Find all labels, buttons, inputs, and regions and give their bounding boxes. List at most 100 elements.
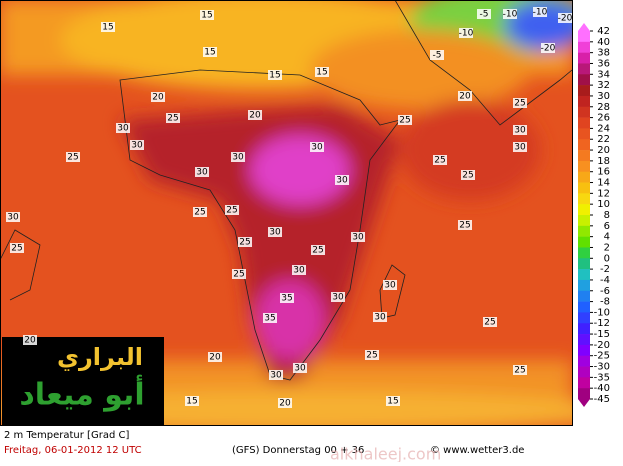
colorbar-tick-label: 32 [597, 80, 610, 91]
footer-source: © www.wetter3.de [430, 445, 524, 456]
colorbar-swatch [578, 171, 590, 183]
colorbar-swatch [578, 182, 590, 194]
contour-label: 30 [374, 313, 386, 323]
label-box [386, 396, 400, 406]
colorbar-swatch [578, 31, 590, 43]
contour-label: 15 [201, 11, 212, 21]
colorbar-swatch [578, 106, 590, 118]
colorbar-swatch [578, 204, 590, 216]
contour-label: 30 [352, 233, 364, 243]
contour-label: 25 [11, 244, 22, 254]
colorbar-tick-label: -30 [594, 362, 610, 373]
label-box [200, 10, 214, 20]
colorbar-tick-label: 34 [597, 69, 610, 80]
colorbar-tick-label: 40 [597, 37, 610, 48]
contour-label: 15 [102, 23, 113, 33]
label-box [398, 115, 412, 125]
label-box [280, 293, 294, 303]
colorbar-tick-label: 0 [604, 253, 610, 264]
label-box [292, 265, 306, 275]
label-box [513, 365, 527, 375]
label-box [533, 7, 547, 17]
colorbar-swatch [578, 377, 590, 389]
label-box [503, 9, 517, 19]
colorbar: 424038363432302826242220181614121086420-… [578, 23, 610, 407]
colorbar-tick-label: -35 [594, 372, 610, 383]
label-box [558, 13, 572, 23]
colorbar-swatch [578, 366, 590, 378]
label-box [458, 91, 472, 101]
colorbar-swatch [578, 312, 590, 324]
label-box [477, 9, 491, 19]
label-box [310, 142, 324, 152]
label-box [513, 142, 527, 152]
colorbar-swatch [578, 160, 590, 173]
colorbar-tick-label: -6 [600, 286, 610, 297]
label-box [268, 70, 282, 80]
label-box [269, 370, 283, 380]
label-box [238, 237, 252, 247]
colorbar-swatch [578, 128, 590, 140]
colorbar-swatch [578, 41, 590, 53]
colorbar-tick-label: 2 [604, 242, 610, 253]
contour-label: 25 [233, 270, 244, 280]
label-box [10, 243, 24, 253]
label-box [331, 292, 345, 302]
contour-label: 15 [387, 397, 398, 407]
contour-label: 15 [186, 397, 197, 407]
colorbar-swatch [578, 95, 590, 108]
contour-label: 25 [366, 351, 377, 361]
colorbar-swatch [578, 85, 590, 97]
label-box [315, 67, 329, 77]
contour-label: 30 [196, 168, 208, 178]
label-box [383, 280, 397, 290]
contour-label: 35 [264, 314, 275, 324]
contour-label: 25 [462, 171, 473, 181]
contour-label: 30 [336, 176, 348, 186]
colorbar-swatch [578, 52, 590, 64]
label-box [195, 167, 209, 177]
contour-label: -10 [459, 29, 474, 39]
colorbar-swatch [578, 63, 590, 75]
label-box [541, 43, 555, 53]
contour-label: 15 [269, 71, 280, 81]
colorbar-swatch [578, 247, 590, 259]
colorbar-swatch [578, 323, 590, 335]
contour-label: 15 [204, 48, 215, 58]
contour-label: 20 [279, 399, 291, 409]
colorbar-swatch [578, 269, 590, 281]
colorbar-swatch [578, 355, 590, 367]
contour-label: -5 [433, 51, 442, 61]
contour-label: 30 [269, 228, 281, 238]
contour-label: -10 [533, 8, 548, 18]
colorbar-tick-label: 38 [597, 48, 610, 59]
colorbar-arrow-top [578, 23, 590, 31]
label-box [459, 28, 473, 38]
label-box [268, 227, 282, 237]
contour-label: 20 [209, 353, 221, 363]
contour-label: 30 [514, 126, 526, 136]
label-box [278, 398, 292, 408]
logo-line1: البراري [57, 343, 143, 371]
colorbar-tick-label: -4 [600, 275, 610, 286]
footer-variable: 2 m Temperatur [Grad C] [4, 430, 129, 441]
label-box [6, 212, 20, 222]
contour-label: 30 [384, 281, 396, 291]
label-box [101, 22, 115, 32]
contour-label: 25 [514, 99, 525, 109]
contour-label: -5 [480, 10, 489, 20]
logo-line2: أبو ميعاد [19, 375, 144, 413]
label-box [513, 98, 527, 108]
colorbar-tick-label: 18 [597, 156, 610, 167]
contour-label: 30 [270, 371, 282, 381]
footer-valid: Freitag, 06-01-2012 12 UTC [4, 445, 142, 456]
contour-label: 15 [316, 68, 327, 78]
contour-label: 20 [152, 93, 164, 103]
colorbar-tick-label: 14 [597, 178, 610, 189]
label-box [263, 313, 277, 323]
colorbar-tick-label: 6 [604, 221, 610, 232]
logo: البراري أبو ميعاد [2, 337, 164, 425]
colorbar-tick-label: -10 [594, 307, 610, 318]
colorbar-swatch [578, 258, 590, 270]
contour-label: 30 [332, 293, 344, 303]
